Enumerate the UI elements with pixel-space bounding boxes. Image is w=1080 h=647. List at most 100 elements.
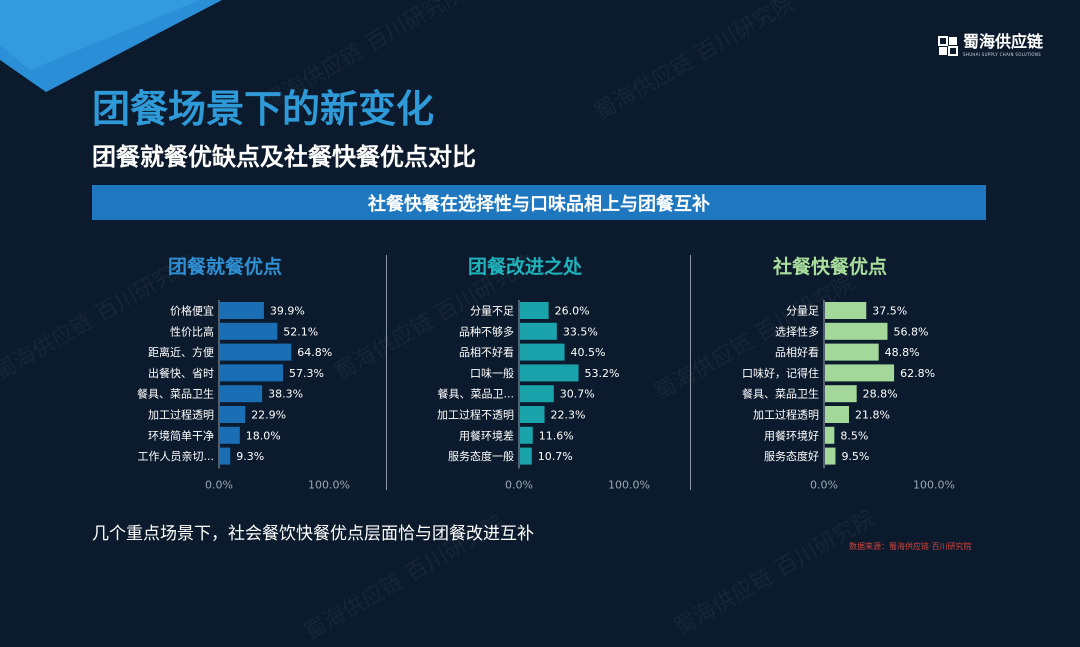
value-label: 62.8% — [900, 367, 935, 380]
x-tick-label: 100.0% — [308, 478, 350, 491]
x-tick-label: 0.0% — [505, 478, 533, 491]
value-label: 8.5% — [840, 429, 868, 442]
category-label: 性价比高 — [170, 324, 214, 338]
bar — [220, 302, 264, 319]
footnote: 几个重点场景下，社会餐饮快餐优点层面恰与团餐改进互补 — [92, 524, 534, 544]
value-label: 48.8% — [885, 346, 920, 359]
bar-chart-svg: 价格便宜 39.9% 性价比高 52.1% 距离近、方便 64.8% 出餐快、省时 57.3%… — [137, 300, 350, 491]
value-label: 11.6% — [539, 429, 574, 442]
x-tick-label: 0.0% — [205, 478, 233, 491]
bar — [220, 343, 292, 361]
bar — [520, 406, 545, 423]
value-label: 9.5% — [841, 450, 869, 463]
x-tick-label: 100.0% — [608, 478, 650, 491]
bar — [825, 302, 867, 319]
value-label: 52.1% — [283, 325, 318, 338]
category-label: 用餐环境好 — [764, 428, 819, 442]
value-label: 22.3% — [551, 409, 586, 422]
bar — [220, 364, 284, 382]
category-label: 品种不够多 — [459, 324, 514, 338]
brand-logo: 蜀海供应链 SHUHAI SUPPLY CHAIN SOLUTIONS — [937, 34, 1043, 57]
value-label: 21.8% — [855, 409, 890, 422]
bar — [220, 426, 240, 444]
category-label: 距离近、方便 — [148, 345, 214, 359]
x-tick-label: 100.0% — [913, 478, 955, 491]
bar — [520, 343, 565, 361]
value-label: 40.5% — [571, 346, 606, 359]
category-label: 品相不好看 — [459, 345, 514, 359]
bar — [825, 447, 836, 465]
panel-divider — [690, 255, 691, 490]
panel-divider — [386, 255, 387, 490]
value-label: 28.8% — [863, 388, 898, 401]
value-label: 26.0% — [555, 305, 590, 318]
logo-subtitle: SHUHAI SUPPLY CHAIN SOLUTIONS — [963, 52, 1042, 57]
watermark: 蜀海供应链 百川研究院 — [590, 0, 800, 126]
bar — [520, 364, 579, 382]
category-label: 加工过程不透明 — [437, 409, 514, 422]
page-title: 团餐场景下的新变化 — [92, 87, 435, 131]
category-label: 环境简单干净 — [148, 428, 214, 442]
value-label: 30.7% — [560, 388, 595, 401]
x-tick-label: 0.0% — [810, 478, 838, 491]
value-label: 18.0% — [246, 429, 281, 442]
value-label: 57.3% — [289, 367, 324, 380]
category-label: 分量不足 — [470, 305, 514, 318]
category-label: 分量足 — [786, 305, 819, 318]
logo-icon — [938, 35, 958, 56]
bar — [220, 385, 263, 403]
chart-title: 团餐就餐优点 — [167, 256, 282, 278]
bar — [825, 385, 857, 403]
category-label: 服务态度好 — [764, 449, 819, 463]
category-label: 服务态度一般 — [448, 449, 514, 463]
data-source: 数据来源：蜀海供应链·百川研究院 — [849, 542, 972, 551]
chart-title: 团餐改进之处 — [467, 256, 582, 278]
category-label: 口味好，记得住 — [742, 366, 819, 380]
chart-title: 社餐快餐优点 — [772, 256, 887, 278]
chart-panel-group-dining-improvements: 团餐改进之处 分量不足 26.0% 品种不够多 33.5% 品相不好看 40.5% 口味一般… — [425, 248, 685, 498]
bar — [520, 447, 532, 465]
bar — [825, 406, 849, 423]
bar — [520, 385, 554, 403]
corner-decoration — [0, 0, 222, 92]
category-label: 用餐环境差 — [459, 428, 514, 442]
value-label: 22.9% — [251, 409, 286, 422]
bar — [520, 426, 533, 444]
category-label: 餐具、菜品卫生 — [137, 387, 214, 401]
value-label: 64.8% — [297, 346, 332, 359]
value-label: 39.9% — [270, 305, 305, 318]
bar-chart-svg: 分量不足 26.0% 品种不够多 33.5% 品相不好看 40.5% 口味一般 53.2% 餐具… — [437, 300, 650, 491]
value-label: 33.5% — [563, 325, 598, 338]
bar — [520, 322, 557, 340]
value-label: 53.2% — [585, 367, 620, 380]
bar — [825, 322, 888, 340]
category-label: 出餐快、省时 — [148, 366, 214, 380]
bar — [825, 343, 879, 361]
value-label: 9.3% — [236, 450, 264, 463]
category-label: 品相好看 — [775, 345, 819, 359]
bar — [825, 364, 895, 382]
summary-banner: 社餐快餐在选择性与口味品相上与团餐互补 — [92, 185, 986, 220]
value-label: 38.3% — [268, 388, 303, 401]
watermark: 蜀海供应链 百川研究院 — [670, 505, 880, 641]
bar — [220, 447, 231, 465]
value-label: 10.7% — [538, 450, 573, 463]
value-label: 56.8% — [893, 325, 928, 338]
category-label: 工作人员亲切... — [138, 449, 215, 463]
category-label: 口味一般 — [470, 367, 514, 380]
bar — [220, 322, 278, 340]
bar — [520, 302, 549, 319]
category-label: 价格便宜 — [170, 304, 214, 318]
category-label: 餐具、菜品卫... — [438, 387, 515, 401]
bar — [825, 426, 835, 444]
chart-panel-group-dining-advantages: 团餐就餐优点 价格便宜 39.9% 性价比高 52.1% 距离近、方便 64.8% 出餐快、… — [125, 248, 385, 498]
category-label: 选择性多 — [775, 324, 819, 338]
category-label: 餐具、菜品卫生 — [742, 387, 819, 401]
category-label: 加工过程透明 — [148, 409, 214, 422]
logo-name: 蜀海供应链 — [963, 32, 1044, 51]
bar-chart-svg: 分量足 37.5% 选择性多 56.8% 品相好看 48.8% 口味好，记得住 62.8% 餐具… — [742, 300, 955, 491]
page-subtitle: 团餐就餐优缺点及社餐快餐优点对比 — [92, 143, 476, 171]
chart-panel-fast-food-advantages: 社餐快餐优点 分量足 37.5% 选择性多 56.8% 品相好看 48.8% 口味好，记得住… — [730, 248, 990, 498]
value-label: 37.5% — [872, 305, 907, 318]
banner-text: 社餐快餐在选择性与口味品相上与团餐互补 — [368, 193, 710, 215]
